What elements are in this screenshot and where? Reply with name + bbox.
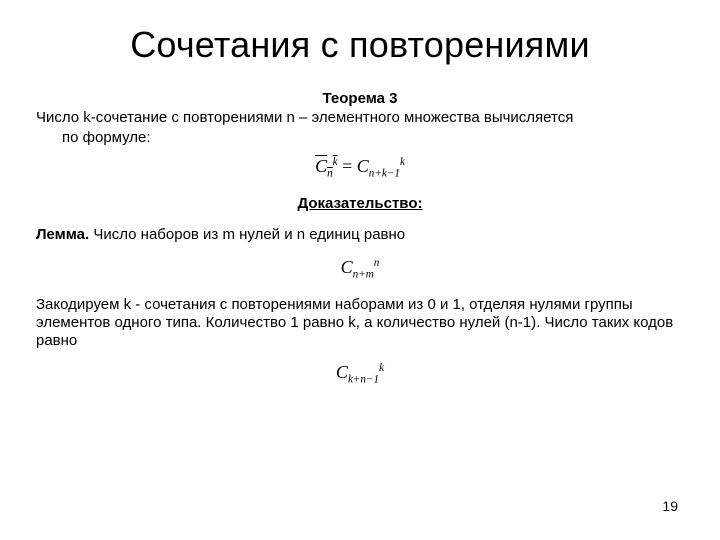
theorem-text-line2: по формуле: <box>36 129 684 147</box>
formula1-eq: = <box>338 156 357 176</box>
formula-combinations-with-repetition: Cnk = Cn+k−1k <box>36 156 684 177</box>
formula1-lhs: Cnk <box>315 156 338 176</box>
slide: Сочетания с повторениями Теорема 3 Число… <box>0 0 720 540</box>
formula1-rhs: Cn+k−1k <box>357 156 405 176</box>
encoding-paragraph: Закодируем k - сочетания с повторениями … <box>36 296 684 351</box>
formula-result: Ck+n−1k <box>36 362 684 383</box>
formula-lemma: Cn+mn <box>36 257 684 278</box>
lemma-label: Лемма. <box>36 226 89 243</box>
lemma-line: Лемма. Число наборов из m нулей и n един… <box>36 226 684 243</box>
page-number: 19 <box>662 498 678 514</box>
slide-title: Сочетания с повторениями <box>36 24 684 66</box>
lemma-text: Число наборов из m нулей и n единиц равн… <box>89 226 405 243</box>
theorem-label: Теорема 3 <box>36 90 684 107</box>
theorem-text-line1: Число k-сочетание с повторениями n – эле… <box>36 109 684 127</box>
proof-label: Доказательство: <box>36 195 684 212</box>
